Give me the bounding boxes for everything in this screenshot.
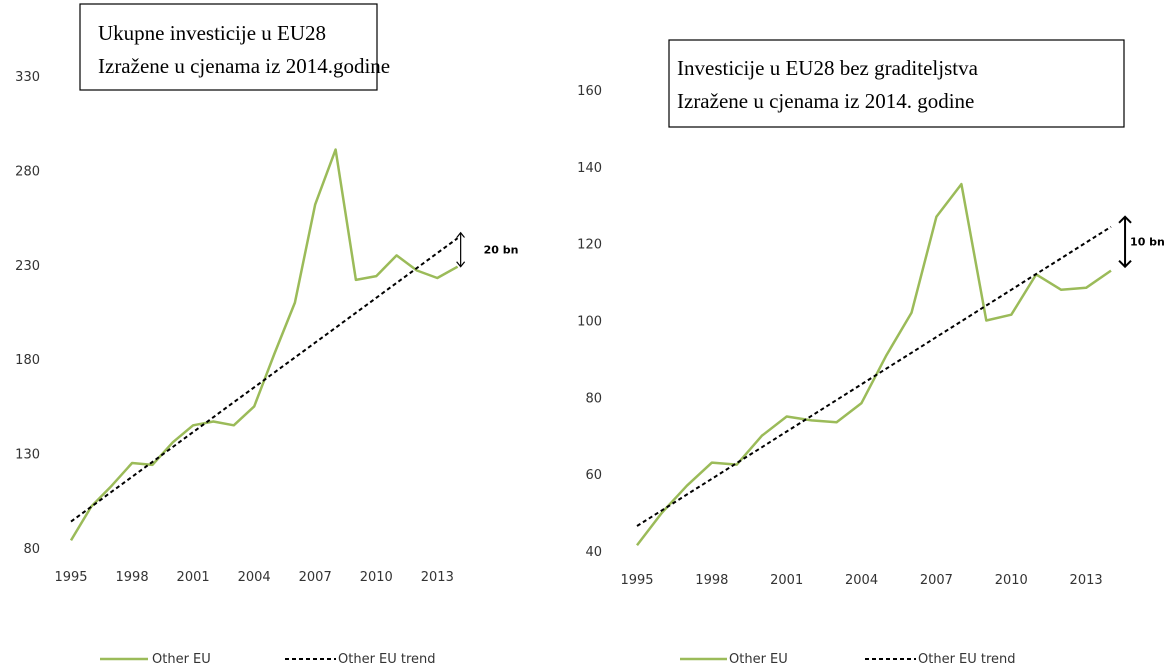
chart-title-line-1: Ukupne investicije u EU28 [98,21,326,45]
y-tick-label: 100 [577,315,602,330]
series-group [636,182,1112,546]
y-tick-label: 230 [15,259,40,274]
x-tick-label: 2007 [920,573,953,588]
y-tick-label: 120 [577,238,602,253]
y-axis-ticks: 80 130 180 230 280 330 [15,70,40,557]
y-tick-label: 60 [585,468,602,483]
x-tick-label: 2001 [770,573,803,588]
legend-label-other-eu: Other EU [152,652,211,666]
chart-title-line-1: Investicije u EU28 bez graditeljstva [677,56,979,80]
chart-title-line-2: Izražene u cjenama iz 2014.godine [98,54,390,78]
investment-excluding-construction-chart: 40 60 80 100 120 140 160 1995 1998 2001 2004 2007 2… [577,39,1165,666]
legend-label-other-eu-trend: Other EU trend [918,652,1016,666]
gap-label: 10 bn [1130,236,1165,249]
x-tick-label: 1995 [620,573,653,588]
x-tick-label: 1998 [695,573,728,588]
total-investment-chart: 80 130 180 230 280 330 1995 1998 2001 2004 2007 20… [15,3,519,666]
series-line-other-eu [69,148,459,542]
y-tick-label: 160 [577,84,602,99]
y-tick-label: 130 [15,448,40,463]
gap-annotation: 20 bn [461,233,519,267]
legend-label-other-eu-trend: Other EU trend [338,652,436,666]
x-tick-label: 2010 [995,573,1028,588]
x-tick-label: 2004 [238,570,271,585]
x-tick-label: 2007 [299,570,332,585]
chart-title-box: Ukupne investicije u EU28 Izražene u cje… [79,3,390,91]
y-axis-ticks: 40 60 80 100 120 140 160 [577,84,602,560]
y-tick-label: 330 [15,70,40,85]
x-tick-label: 1998 [116,570,149,585]
legend: Other EU Other EU trend [680,652,1016,666]
x-tick-label: 2004 [845,573,878,588]
y-tick-label: 80 [23,542,40,557]
x-tick-label: 1995 [54,570,87,585]
x-axis-ticks: 1995 1998 2001 2004 2007 2010 2013 [620,573,1102,588]
gap-label: 20 bn [484,244,519,257]
legend-label-other-eu: Other EU [729,652,788,666]
chart-title-box: Investicije u EU28 bez graditeljstva Izr… [668,39,1125,128]
y-tick-label: 180 [15,353,40,368]
x-tick-label: 2013 [421,570,454,585]
chart-title-line-2: Izražene u cjenama iz 2014. godine [677,89,974,113]
y-tick-label: 40 [585,545,602,560]
x-tick-label: 2010 [360,570,393,585]
x-axis-ticks: 1995 1998 2001 2004 2007 2010 2013 [54,570,453,585]
legend: Other EU Other EU trend [100,652,436,666]
x-tick-label: 2001 [177,570,210,585]
series-line-other-eu-trend [636,225,1112,527]
y-tick-label: 140 [577,161,602,176]
y-tick-label: 80 [585,391,602,406]
gap-annotation: 10 bn [1118,215,1165,269]
y-tick-label: 280 [15,164,40,179]
series-line-other-eu-trend [70,237,459,523]
series-line-other-eu [636,182,1112,546]
x-tick-label: 2013 [1070,573,1103,588]
series-group [69,148,459,542]
